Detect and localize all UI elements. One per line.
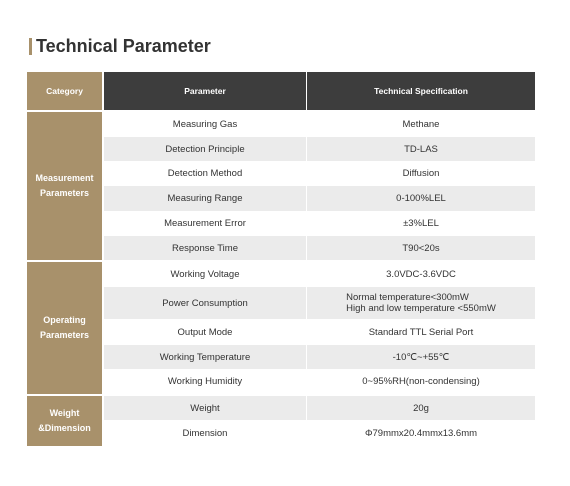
parameter-name: Detection Principle [104, 137, 306, 161]
row-output-mode: Output Mode Standard TTL Serial Port [104, 319, 535, 345]
parameter-name: Working Humidity [104, 369, 306, 394]
row-detection-method: Detection Method Diffusion [104, 161, 535, 186]
parameter-name: Measurement Error [104, 211, 306, 236]
parameter-value: Normal temperature<300mW High and low te… [307, 287, 535, 319]
parameter-name: Measuring Range [104, 186, 306, 211]
parameter-name: Measuring Gas [104, 112, 306, 137]
category-cell-operating: Operating Parameters [27, 262, 102, 394]
category-label-line: &Dimension [38, 423, 91, 433]
category-cell-weight-dimension: Weight &Dimension [27, 396, 102, 446]
category-cell-measurement: Measurement Parameters [27, 112, 102, 260]
row-response-time: Response Time T90<20s [104, 236, 535, 260]
parameter-name: Working Voltage [104, 262, 306, 287]
group-rows: Weight 20g Dimension Φ79mmx20.4mmx13.6mm [104, 396, 535, 446]
row-weight: Weight 20g [104, 396, 535, 420]
row-measuring-range: Measuring Range 0-100%LEL [104, 186, 535, 211]
parameter-value: 3.0VDC-3.6VDC [307, 262, 535, 287]
parameter-value: Standard TTL Serial Port [307, 319, 535, 345]
parameter-name: Response Time [104, 236, 306, 260]
row-detection-principle: Detection Principle TD-LAS [104, 137, 535, 161]
parameter-value: Methane [307, 112, 535, 137]
category-label-line: Parameters [39, 188, 90, 198]
parameter-value-lines: Normal temperature<300mW High and low te… [346, 292, 496, 314]
parameter-value: TD-LAS [307, 137, 535, 161]
category-label-line: Parameters [39, 330, 90, 340]
parameter-value: 20g [307, 396, 535, 420]
parameter-value: 0~95%RH(non-condensing) [307, 369, 535, 394]
category-label-line: Operating [43, 315, 86, 325]
category-label-line: Weight [49, 408, 80, 418]
group-rows: Working Voltage 3.0VDC-3.6VDC Power Cons… [104, 262, 535, 394]
header-parameter: Parameter [104, 72, 306, 110]
parameter-name: Detection Method [104, 161, 306, 186]
category-label-line: Measurement [35, 173, 94, 183]
parameter-value: T90<20s [307, 236, 535, 260]
parameter-value-line: Normal temperature<300mW [346, 292, 469, 303]
title-accent-bar [29, 37, 32, 55]
parameter-value: Diffusion [307, 161, 535, 186]
row-dimension: Dimension Φ79mmx20.4mmx13.6mm [104, 420, 535, 446]
group-rows: Measuring Gas Methane Detection Principl… [104, 112, 535, 260]
row-power-consumption: Power Consumption Normal temperature<300… [104, 287, 535, 319]
row-working-temperature: Working Temperature -10℃~+55℃ [104, 345, 535, 369]
row-measurement-error: Measurement Error ±3%LEL [104, 211, 535, 236]
parameter-name: Weight [104, 396, 306, 420]
table-header-row: Category Parameter Technical Specificati… [27, 72, 535, 110]
group-operating-parameters: Operating Parameters Working Voltage 3.0… [27, 262, 535, 394]
parameter-value-line: High and low temperature <550mW [346, 303, 496, 314]
row-measuring-gas: Measuring Gas Methane [104, 112, 535, 137]
parameter-name: Power Consumption [104, 287, 306, 319]
header-category: Category [27, 72, 102, 110]
parameter-value: -10℃~+55℃ [307, 345, 535, 369]
spec-table: Category Parameter Technical Specificati… [27, 72, 535, 446]
parameter-name: Dimension [104, 420, 306, 446]
row-working-voltage: Working Voltage 3.0VDC-3.6VDC [104, 262, 535, 287]
page-title-block: Technical Parameter [29, 36, 211, 56]
parameter-value: Φ79mmx20.4mmx13.6mm [307, 420, 535, 446]
page-title: Technical Parameter [36, 36, 211, 56]
parameter-value: ±3%LEL [307, 211, 535, 236]
parameter-value: 0-100%LEL [307, 186, 535, 211]
group-weight-dimension: Weight &Dimension Weight 20g Dimension Φ… [27, 396, 535, 446]
group-measurement-parameters: Measurement Parameters Measuring Gas Met… [27, 112, 535, 260]
header-specification: Technical Specification [307, 72, 535, 110]
parameter-name: Working Temperature [104, 345, 306, 369]
parameter-name: Output Mode [104, 319, 306, 345]
row-working-humidity: Working Humidity 0~95%RH(non-condensing) [104, 369, 535, 394]
